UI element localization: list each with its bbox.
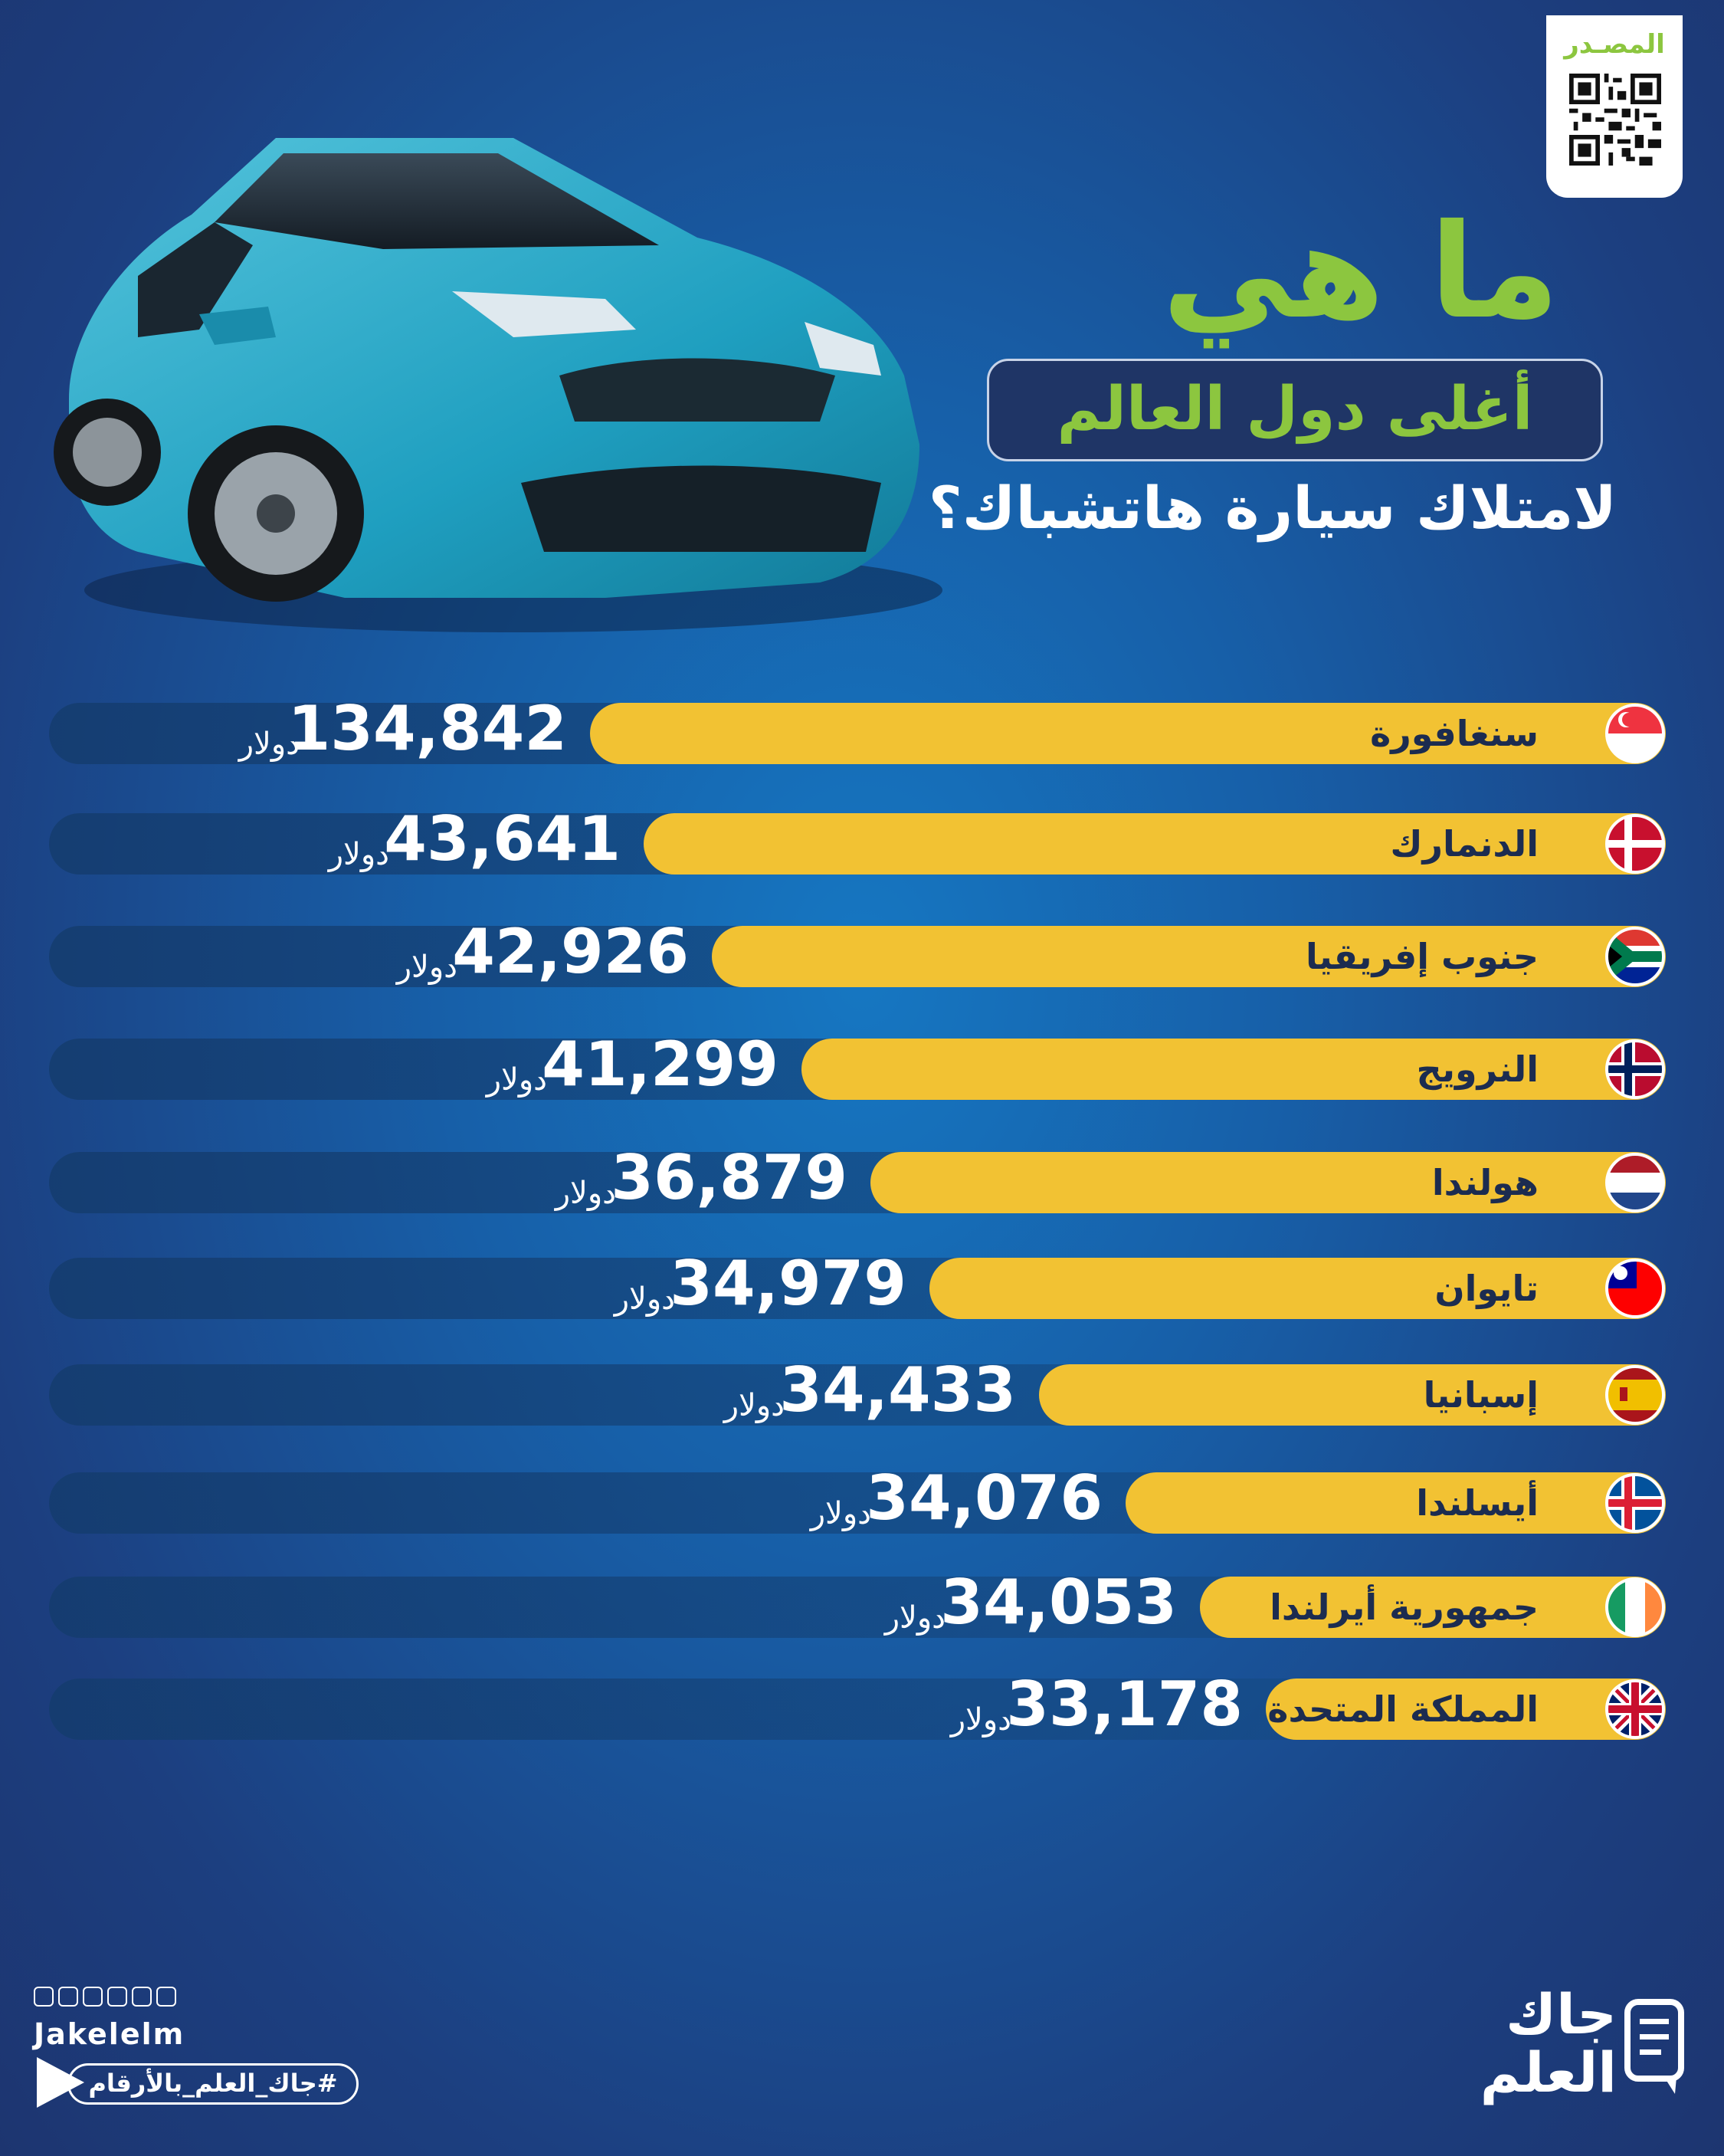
unit-label: دولار [723, 1388, 785, 1423]
bar: النرويج [801, 1039, 1666, 1100]
taiwan-flag-icon [1604, 1258, 1666, 1319]
bar-track: الدنمارك 43,641 دولار [49, 809, 1666, 875]
bar: جنوب إفريقيا [712, 926, 1666, 987]
hashtag-pill: #جاك_العلم_بالأرقام [67, 2063, 359, 2105]
bar: تايوان [929, 1258, 1666, 1319]
data-label: 34,433 [779, 1354, 1016, 1426]
data-label: 34,979 [670, 1248, 906, 1319]
data-label: 34,076 [866, 1462, 1103, 1534]
country-label: أيسلندا [1416, 1482, 1539, 1524]
bar-track: النرويج 41,299 دولار [49, 1034, 1666, 1100]
country-label: سنغافورة [1370, 713, 1539, 754]
unit-label: دولار [328, 837, 389, 872]
source-label: المصـدر [1564, 29, 1665, 60]
hatchback-car-image [54, 138, 942, 632]
norway-flag-icon [1604, 1039, 1666, 1100]
bar: الدنمارك [644, 813, 1666, 875]
linkedin-icon[interactable] [83, 1987, 103, 2007]
title-line3: لامتلاك سيارة هاتشباك؟ [928, 474, 1617, 542]
bar: سنغافورة [590, 703, 1666, 764]
unit-label: دولار [614, 1281, 675, 1317]
bar: جمهورية أيرلندا [1200, 1577, 1666, 1638]
bar-track: إسبانيا 34,433 دولار [49, 1360, 1666, 1426]
ireland-flag-icon [1604, 1577, 1666, 1638]
unit-label: دولار [950, 1702, 1011, 1738]
data-label: 41,299 [542, 1029, 778, 1100]
footer-social: Jakelelm #جاك_العلم_بالأرقام [34, 1987, 359, 2109]
unit-label: دولار [555, 1176, 616, 1211]
country-label: جنوب إفريقيا [1306, 936, 1539, 977]
data-label: 42,926 [452, 916, 689, 987]
bar: أيسلندا [1126, 1472, 1666, 1534]
unit-label: دولار [486, 1062, 547, 1098]
logo-line1: جاك [1506, 1982, 1617, 2046]
denmark-flag-icon [1604, 813, 1666, 875]
unit-label: دولار [396, 950, 457, 985]
unit-label: دولار [810, 1496, 871, 1531]
unit-label: دولار [238, 727, 300, 762]
jakelelm-logo: جاك العلم [1479, 1985, 1684, 2115]
title-line2: أغلى دول العالم [1057, 375, 1533, 444]
unit-label: دولار [884, 1600, 946, 1636]
spain-flag-icon [1604, 1364, 1666, 1426]
south-africa-flag-icon [1604, 926, 1666, 987]
country-label: النرويج [1416, 1048, 1539, 1090]
hashtag: #جاك_العلم_بالأرقام [88, 2069, 338, 2098]
bar-track: جمهورية أيرلندا 34,053 دولار [49, 1572, 1666, 1638]
bar-track: أيسلندا 34,076 دولار [49, 1468, 1666, 1534]
qr-code-icon[interactable] [1569, 74, 1661, 166]
data-label: 43,641 [384, 803, 621, 875]
title-pill: أغلى دول العالم [987, 359, 1603, 461]
facebook-icon[interactable] [34, 1987, 54, 2007]
data-label: 33,178 [1006, 1669, 1243, 1740]
country-label: الدنمارك [1390, 823, 1539, 865]
data-label: 134,842 [287, 693, 567, 764]
bar-track: المملكة المتحدة 33,178 دولار [49, 1674, 1666, 1740]
logo-text: جاك العلم [1479, 1985, 1617, 2102]
social-icons [34, 1987, 176, 2010]
play-icon [37, 2057, 84, 2108]
iceland-flag-icon [1604, 1472, 1666, 1534]
united-kingdom-flag-icon [1604, 1679, 1666, 1740]
snapchat-icon[interactable] [107, 1987, 127, 2007]
bar-track: جنوب إفريقيا 42,926 دولار [49, 921, 1666, 987]
social-handle: Jakelelm [34, 2017, 185, 2051]
bar-track: تايوان 34,979 دولار [49, 1253, 1666, 1319]
telegram-icon[interactable] [156, 1987, 176, 2007]
country-label: المملكة المتحدة [1267, 1688, 1539, 1730]
country-label: إسبانيا [1423, 1374, 1539, 1416]
country-label: هولندا [1431, 1162, 1539, 1203]
bar-track: سنغافورة 134,842 دولار [49, 698, 1666, 764]
twitter-icon[interactable] [132, 1987, 152, 2007]
bar: المملكة المتحدة [1266, 1679, 1666, 1740]
title-line1: ما هي [1162, 196, 1559, 348]
data-label: 34,053 [940, 1567, 1177, 1638]
bar-track: هولندا 36,879 دولار [49, 1147, 1666, 1213]
instagram-icon[interactable] [58, 1987, 78, 2007]
bar: هولندا [870, 1152, 1666, 1213]
source-card[interactable]: المصـدر [1546, 15, 1683, 198]
country-label: جمهورية أيرلندا [1270, 1587, 1539, 1628]
netherlands-flag-icon [1604, 1152, 1666, 1213]
logo-line2: العلم [1480, 2040, 1617, 2105]
chat-bubble-icon [1624, 1999, 1684, 2094]
data-label: 36,879 [611, 1142, 847, 1213]
country-label: تايوان [1434, 1268, 1539, 1309]
singapore-flag-icon [1604, 703, 1666, 764]
bar: إسبانيا [1039, 1364, 1666, 1426]
